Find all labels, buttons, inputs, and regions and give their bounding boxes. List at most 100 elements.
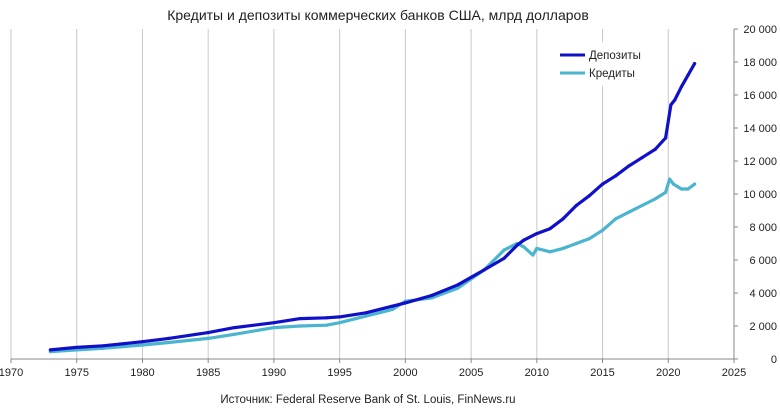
x-tick-label: 1985	[196, 367, 220, 379]
data-point-deposits	[669, 103, 673, 107]
data-point-deposits	[522, 238, 526, 242]
chart-title: Кредиты и депозиты коммерческих банков С…	[167, 7, 589, 23]
data-point-deposits	[627, 164, 631, 168]
data-point-credits	[561, 246, 565, 251]
data-point-deposits	[403, 301, 407, 305]
data-point-credits	[640, 203, 644, 208]
data-point-deposits	[679, 85, 684, 89]
x-tick-label: 2000	[393, 367, 417, 379]
data-point-credits	[298, 324, 302, 328]
data-point-credits	[456, 286, 460, 290]
data-point-credits	[324, 323, 329, 327]
data-point-credits	[614, 217, 618, 221]
data-point-credits	[272, 326, 276, 330]
data-point-credits	[167, 340, 171, 345]
data-point-deposits	[502, 256, 506, 260]
data-point-credits	[574, 241, 578, 246]
data-point-credits	[502, 248, 506, 252]
x-tick-label: 2010	[525, 367, 549, 379]
data-point-deposits	[535, 232, 539, 236]
data-point-deposits	[390, 304, 394, 308]
data-point-deposits	[456, 283, 460, 287]
data-point-deposits	[364, 311, 368, 315]
x-tick-label: 1975	[64, 367, 88, 379]
y-tick-label: 20 000	[743, 24, 777, 36]
data-point-deposits	[587, 194, 592, 198]
data-point-credits	[232, 332, 237, 336]
y-tick-label: 10 000	[743, 189, 777, 201]
data-point-credits	[75, 348, 79, 352]
y-tick-label: 14 000	[743, 123, 777, 135]
data-point-credits	[653, 197, 657, 201]
data-point-credits	[206, 336, 210, 340]
data-point-deposits	[272, 321, 276, 325]
data-point-deposits	[574, 203, 578, 208]
data-point-credits	[671, 182, 676, 186]
legend-box	[550, 42, 645, 86]
data-point-deposits	[548, 227, 552, 231]
data-point-deposits	[48, 348, 53, 352]
data-point-credits	[667, 177, 672, 181]
data-point-deposits	[673, 98, 677, 102]
data-point-deposits	[298, 316, 302, 321]
data-point-deposits	[206, 331, 210, 335]
data-point-deposits	[561, 217, 565, 221]
data-point-deposits	[640, 156, 644, 160]
y-tick-label: 2 000	[749, 321, 777, 333]
x-tick-label: 1995	[327, 367, 351, 379]
data-point-credits	[338, 321, 342, 325]
series-line-deposits	[48, 61, 697, 352]
y-tick-label: 4 000	[749, 288, 777, 300]
y-tick-label: 18 000	[743, 57, 777, 69]
data-point-credits	[692, 182, 697, 186]
data-point-deposits	[324, 316, 329, 320]
data-point-deposits	[686, 73, 690, 77]
y-tick-label: 16 000	[743, 90, 777, 102]
axis-layer: 1970 1975 1980 1985 1990 1995 2000 2005 2010 2015…	[0, 24, 777, 379]
data-point-deposits	[338, 315, 342, 319]
source-note: Источник: Federal Reserve Bank of St. Lo…	[220, 394, 515, 406]
data-point-deposits	[232, 326, 237, 330]
y-tick-label: 0	[771, 354, 777, 366]
data-point-credits	[587, 236, 592, 241]
series-layer	[48, 61, 697, 354]
legend-label-deposits: Депозиты	[589, 50, 641, 62]
x-tick-label: 1990	[262, 367, 286, 379]
legend-label-credits: Кредиты	[589, 68, 635, 80]
grid-layer	[10, 29, 735, 359]
data-point-credits	[364, 314, 368, 318]
data-point-deposits	[430, 293, 434, 298]
data-point-deposits	[167, 336, 171, 340]
data-point-credits	[600, 228, 605, 232]
data-point-deposits	[664, 136, 668, 140]
data-point-credits	[531, 253, 535, 257]
x-tick-label: 1970	[0, 367, 23, 379]
data-point-credits	[140, 343, 145, 347]
data-point-deposits	[75, 345, 79, 350]
data-point-credits	[522, 245, 526, 249]
data-point-credits	[679, 187, 684, 191]
data-point-credits	[686, 187, 690, 191]
legend: Депозиты Кредиты	[550, 42, 645, 86]
data-point-credits	[101, 346, 105, 350]
x-tick-label: 1980	[130, 367, 154, 379]
data-point-credits	[535, 246, 539, 251]
data-point-deposits	[692, 62, 697, 66]
data-point-deposits	[515, 243, 519, 247]
data-point-deposits	[600, 182, 605, 186]
x-tick-label: 2015	[590, 367, 614, 379]
data-point-deposits	[101, 344, 105, 348]
x-tick-label: 2025	[722, 367, 746, 379]
data-point-deposits	[614, 174, 618, 178]
y-tick-label: 12 000	[743, 156, 777, 168]
data-point-deposits	[653, 147, 657, 152]
x-tick-label: 2005	[459, 367, 483, 379]
x-tick-label: 2020	[656, 367, 680, 379]
data-point-deposits	[482, 268, 486, 272]
y-tick-label: 6 000	[749, 255, 777, 267]
data-point-deposits	[140, 340, 145, 344]
data-point-credits	[664, 190, 668, 194]
data-point-credits	[390, 307, 394, 312]
